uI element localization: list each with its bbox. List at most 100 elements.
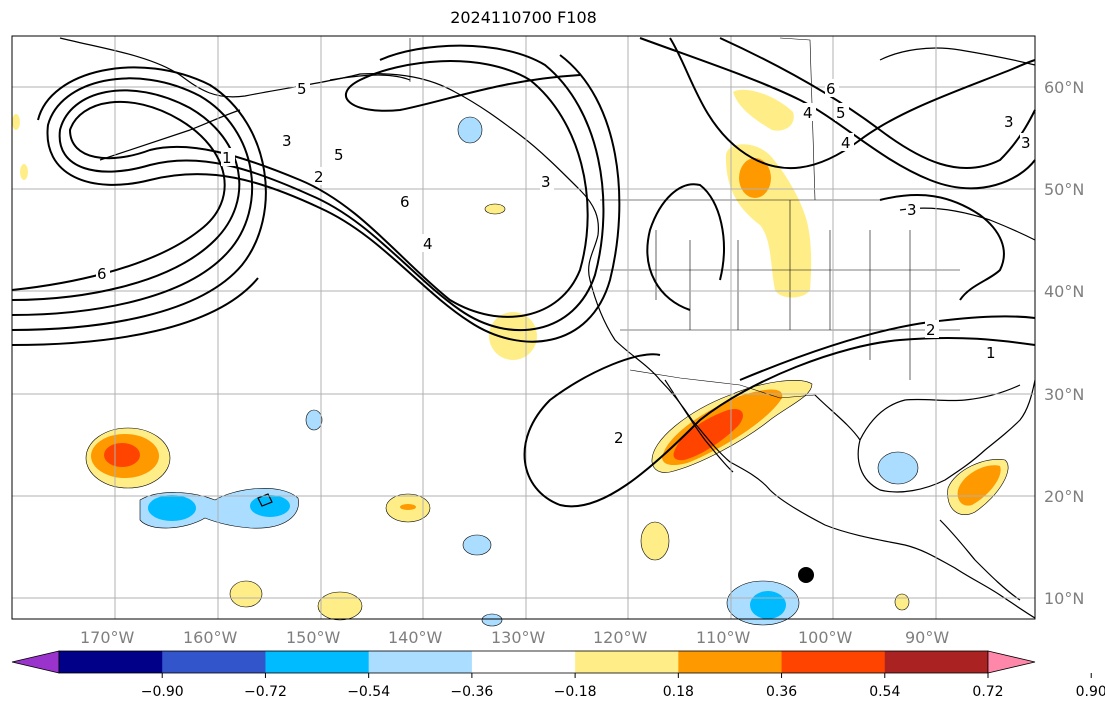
colorbar-segment	[678, 651, 783, 673]
lat-label: 40°N	[1044, 282, 1084, 301]
label-bg	[281, 131, 295, 149]
lon-label: 100°W	[798, 628, 853, 647]
contour-labels: 1 3 5 2 6 4 6 5 4 3 2 6 4 5 3 3 2 1 3	[96, 79, 1034, 447]
contour-label: 4	[841, 134, 851, 152]
contour-line	[719, 37, 1036, 169]
contour-line	[523, 336, 1036, 508]
colorbar-label: −0.18	[554, 684, 597, 700]
contour-label: 2	[614, 429, 624, 447]
contours	[11, 37, 1036, 508]
shade-orange	[739, 158, 771, 198]
shade-yellow	[20, 164, 28, 180]
shade-lightblue	[462, 534, 492, 556]
contour-label: 2	[314, 168, 324, 186]
contour-line	[11, 277, 259, 346]
shade-blue	[750, 591, 786, 619]
label-bg	[333, 145, 347, 163]
shade-yellow	[484, 203, 506, 215]
us-mexico-border	[629, 369, 816, 399]
baja-peninsula	[664, 379, 734, 473]
contour-label: 4	[803, 104, 813, 122]
contour-line	[646, 183, 725, 311]
label-bg	[1020, 133, 1034, 151]
lon-label: 150°W	[286, 628, 341, 647]
label-bg	[399, 192, 413, 210]
colorbar-label: 0.18	[663, 684, 694, 700]
great-lakes	[899, 207, 1036, 241]
shade-blue	[250, 495, 290, 517]
colorbar-segment	[59, 651, 163, 673]
contour-label: 3	[907, 201, 917, 219]
colorbar-extend-high	[987, 650, 1036, 674]
label-bg	[422, 234, 436, 252]
contour-label: 1	[222, 149, 232, 167]
label-bg	[540, 172, 554, 190]
shade-yellow	[894, 593, 910, 611]
colorbar-segment	[162, 651, 266, 673]
colorbar-segment	[471, 651, 576, 673]
map-title: 2024110700 F108	[450, 8, 597, 27]
lon-label: 90°W	[905, 628, 949, 647]
shade-yellow	[12, 114, 20, 130]
contour-line	[879, 194, 1005, 301]
state-lines	[600, 200, 960, 380]
contour-label: 3	[1021, 134, 1031, 152]
shade-lightblue	[305, 409, 323, 431]
lon-label: 140°W	[388, 628, 443, 647]
contour-label: 1	[986, 344, 996, 362]
central-america	[939, 519, 1021, 601]
shade-yellow	[733, 89, 794, 131]
colorbar-label: 0.36	[766, 684, 797, 700]
shade-lightblue	[877, 451, 919, 485]
colorbar-segment	[265, 651, 370, 673]
label-bg	[825, 79, 839, 97]
label-bg	[313, 167, 327, 185]
contour-line	[669, 37, 1036, 170]
contour-label: 6	[826, 80, 836, 98]
hudson-bay	[879, 47, 1036, 66]
shade-yellow	[229, 580, 263, 608]
label-bg	[1003, 112, 1017, 130]
lon-label: 160°W	[183, 628, 238, 647]
lat-label: 50°N	[1044, 180, 1084, 199]
colorbar-extend-low	[11, 650, 60, 674]
shade-yellow	[640, 521, 670, 561]
lon-label: 110°W	[696, 628, 751, 647]
label-bg	[296, 79, 310, 97]
label-bg	[925, 320, 939, 338]
label-bg	[802, 103, 816, 121]
colorbar-segment	[884, 651, 989, 673]
map-frame	[11, 35, 1036, 620]
shade-orange	[400, 504, 416, 510]
contour-label: 5	[297, 80, 307, 98]
us-gulf-coast	[859, 384, 1021, 441]
province-line	[779, 37, 816, 201]
contour-label: 3	[282, 132, 292, 150]
colorbar: −0.90 −0.72 −0.54 −0.36 −0.18 0.18 0.36 0.54 0.7…	[11, 650, 1105, 700]
contour-label: 5	[334, 146, 344, 164]
shade-blue	[148, 495, 196, 521]
colorbar-label: −0.72	[244, 684, 287, 700]
colorbar-segment	[368, 651, 473, 673]
contour-label: 3	[541, 173, 551, 191]
colorbar-label: −0.54	[347, 684, 390, 700]
label-bg	[985, 343, 999, 361]
contour-label: 2	[926, 321, 936, 339]
shade-lightblue	[481, 613, 503, 627]
contour-line	[739, 315, 1036, 381]
lon-label: 170°W	[80, 628, 135, 647]
label-bg	[840, 133, 854, 151]
shade-yellow	[489, 312, 537, 360]
colorbar-labels: −0.90 −0.72 −0.54 −0.36 −0.18 0.18 0.36 0.54 0.7…	[141, 673, 1105, 700]
contour-label: 6	[97, 265, 107, 283]
shade-yellow	[317, 591, 363, 621]
lon-label: 130°W	[491, 628, 546, 647]
label-bg	[613, 428, 627, 446]
contour-label: 6	[400, 193, 410, 211]
location-marker	[798, 567, 814, 583]
lat-label: 60°N	[1044, 78, 1084, 97]
label-bg	[835, 103, 849, 121]
label-bg	[221, 148, 235, 166]
lon-label: 120°W	[593, 628, 648, 647]
